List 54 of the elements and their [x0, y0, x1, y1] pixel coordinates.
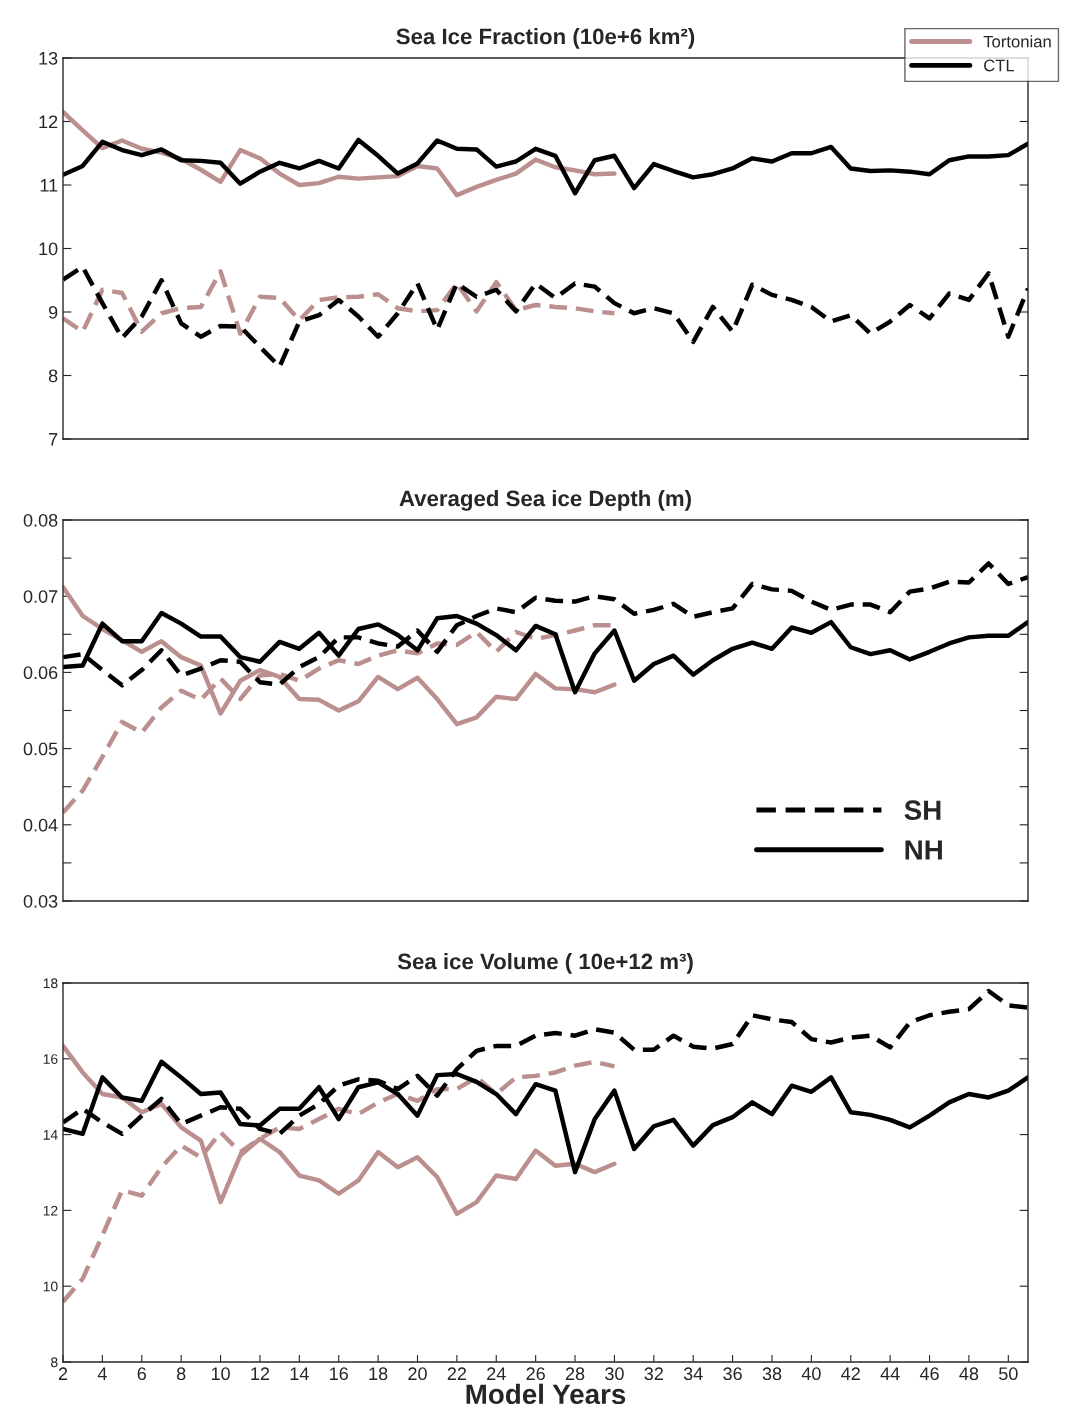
y-tick-label: 0.06 — [23, 666, 58, 680]
x-tick-label: 24 — [487, 1367, 506, 1380]
y-tick-label: 13 — [39, 51, 58, 65]
x-tick-label: 22 — [447, 1367, 467, 1380]
y-tick-label: 12 — [43, 1205, 58, 1216]
x-tick-label: 48 — [959, 1367, 979, 1381]
y-tick-label: 0.08 — [23, 513, 58, 527]
x-tick-label: 30 — [605, 1367, 624, 1381]
x-tick-label: 38 — [762, 1367, 782, 1381]
y-tick-label: 10 — [39, 242, 58, 256]
x-tick-label: 16 — [330, 1367, 348, 1381]
y-tick-label: 8 — [51, 1357, 58, 1368]
x-tick-label: 36 — [723, 1367, 742, 1381]
y-tick-label: 14 — [43, 1130, 58, 1140]
x-tick-label: 40 — [801, 1367, 821, 1381]
x-tick-label: 10 — [211, 1367, 230, 1381]
x-tick-label: 20 — [408, 1367, 427, 1381]
y-tick-label: 18 — [43, 978, 58, 989]
y-tick-label: 12 — [39, 115, 58, 129]
legend-label: CTL — [984, 59, 1015, 72]
x-tick-label: 32 — [644, 1367, 663, 1381]
x-tick-label: 14 — [290, 1367, 309, 1380]
y-tick-label: 0.07 — [23, 590, 58, 603]
y-tick-label: 11 — [40, 179, 58, 192]
x-tick-label: 4 — [97, 1367, 107, 1380]
x-tick-label: 18 — [369, 1367, 388, 1381]
y-tick-label: 0.03 — [23, 894, 58, 908]
x-tick-label: 2 — [58, 1367, 68, 1380]
y-tick-label: 16 — [43, 1054, 58, 1064]
y-tick-label: 8 — [48, 369, 58, 383]
y-tick-label: 7 — [49, 433, 58, 446]
legend-label: NH — [905, 840, 942, 860]
y-tick-label: 0.05 — [23, 742, 58, 756]
chart-title: Averaged Sea ice Depth (m) — [399, 490, 691, 511]
x-tick-label: 28 — [565, 1367, 585, 1381]
y-tick-label: 9 — [48, 305, 58, 319]
y-tick-label: 0.04 — [23, 818, 58, 832]
x-tick-label: 46 — [919, 1367, 939, 1381]
x-tick-label: 42 — [841, 1367, 860, 1380]
chart-title: Sea Ice Fraction (10e+6 km²) — [396, 28, 695, 49]
legend-label: Tortonian — [983, 35, 1051, 48]
line-series — [63, 269, 617, 336]
chart-title: Sea ice Volume ( 10e+12 m³) — [397, 953, 693, 974]
x-tick-label: 34 — [683, 1367, 703, 1381]
x-tick-label: 6 — [137, 1367, 146, 1381]
x-tick-label: 50 — [998, 1367, 1018, 1381]
x-tick-label: 44 — [880, 1367, 900, 1380]
x-axis-title: Model Years — [466, 1383, 626, 1405]
x-tick-label: 26 — [526, 1367, 545, 1381]
x-tick-label: 12 — [251, 1367, 270, 1380]
line-series — [63, 137, 1028, 196]
x-tick-label: 8 — [176, 1367, 186, 1381]
legend-label: SH — [904, 800, 941, 821]
y-tick-label: 10 — [43, 1281, 58, 1292]
